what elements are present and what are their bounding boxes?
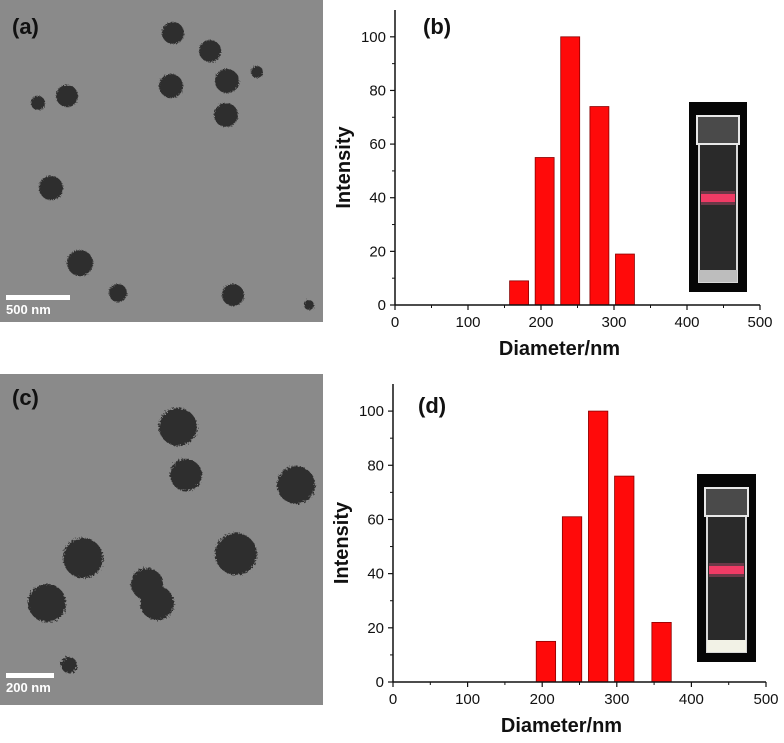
laser-glow bbox=[701, 191, 735, 205]
x-tick-label: 200 bbox=[528, 314, 553, 331]
bar bbox=[509, 280, 529, 306]
bar bbox=[560, 36, 581, 306]
particle bbox=[162, 22, 184, 44]
bar bbox=[615, 253, 635, 306]
bar bbox=[614, 475, 635, 683]
laser-glow bbox=[709, 563, 744, 577]
inset-cuvette-photo bbox=[697, 474, 756, 662]
particle bbox=[199, 40, 221, 62]
x-tick-label: 300 bbox=[604, 691, 629, 708]
y-tick-label: 100 bbox=[359, 403, 384, 420]
x-tick-label: 100 bbox=[455, 314, 480, 331]
particle bbox=[214, 103, 238, 127]
panel-label-c: (c) bbox=[12, 385, 39, 410]
particle bbox=[304, 300, 314, 310]
particle bbox=[140, 586, 174, 620]
panel-label-d: (d) bbox=[418, 393, 447, 418]
particle bbox=[109, 284, 127, 302]
y-tick-label: 40 bbox=[367, 566, 384, 583]
particle bbox=[277, 466, 315, 504]
particle bbox=[28, 584, 66, 622]
particle bbox=[170, 459, 202, 491]
panel-label-a: (a) bbox=[12, 14, 39, 39]
x-tick-label: 200 bbox=[530, 691, 555, 708]
scale-bar-line bbox=[6, 295, 70, 300]
y-tick-label: 100 bbox=[361, 29, 386, 46]
y-tick-label: 20 bbox=[367, 620, 384, 637]
particle bbox=[251, 66, 263, 78]
y-tick-label: 20 bbox=[369, 243, 386, 260]
cuvette-base bbox=[707, 640, 746, 652]
particle bbox=[159, 74, 183, 98]
y-tick-label: 0 bbox=[376, 674, 384, 691]
scale-bar-c: 200 nm bbox=[6, 673, 54, 695]
dls-chart-b: 0 100 200 300 400 500 0 20 40 60 80 100 Diameter/nm I… bbox=[330, 0, 780, 370]
cuvette-cap bbox=[704, 487, 749, 517]
x-tick-label: 0 bbox=[389, 691, 397, 708]
x-tick-label: 500 bbox=[747, 314, 772, 331]
particle bbox=[159, 408, 197, 446]
particle bbox=[31, 96, 45, 110]
dls-chart-d: 0 100 200 300 400 500 0 20 40 60 80 100 Diameter/nm I… bbox=[330, 374, 780, 743]
y-axis-title: Intensity bbox=[333, 126, 355, 209]
particle bbox=[215, 533, 257, 575]
chart-svg-d: 0 100 200 300 400 500 0 20 40 60 80 100 Diameter/nm I… bbox=[331, 384, 779, 737]
x-tick-label: 400 bbox=[679, 691, 704, 708]
tem-image-c bbox=[0, 374, 323, 705]
y-tick-label: 80 bbox=[369, 82, 386, 99]
particle bbox=[61, 657, 77, 673]
inset-cuvette-photo bbox=[689, 102, 747, 292]
scale-bar-line bbox=[6, 673, 54, 678]
y-tick-label: 80 bbox=[367, 457, 384, 474]
particle bbox=[39, 176, 63, 200]
y-tick-label: 0 bbox=[378, 297, 386, 314]
x-axis-title: Diameter/nm bbox=[499, 338, 620, 360]
tem-particles-c bbox=[28, 408, 315, 673]
x-tick-label: 500 bbox=[753, 691, 778, 708]
tem-particles-a bbox=[31, 22, 314, 310]
bar bbox=[589, 106, 610, 306]
x-axis-title: Diameter/nm bbox=[501, 715, 622, 737]
laser-beam bbox=[709, 566, 744, 574]
x-tick-label: 400 bbox=[674, 314, 699, 331]
particle bbox=[222, 284, 244, 306]
chart-svg-b: 0 100 200 300 400 500 0 20 40 60 80 100 Diameter/nm I… bbox=[333, 10, 773, 360]
x-tick-label: 0 bbox=[391, 314, 399, 331]
x-tick-label: 300 bbox=[601, 314, 626, 331]
y-tick-label: 60 bbox=[369, 136, 386, 153]
particle bbox=[56, 85, 78, 107]
cuvette-cap bbox=[696, 115, 740, 145]
particle bbox=[215, 69, 239, 93]
bar bbox=[534, 157, 555, 306]
bar bbox=[535, 640, 557, 683]
scale-bar-label: 200 nm bbox=[6, 680, 51, 695]
y-tick-label: 60 bbox=[367, 511, 384, 528]
particle bbox=[63, 538, 103, 578]
bar bbox=[588, 410, 609, 683]
bar bbox=[561, 516, 583, 683]
x-tick-label: 100 bbox=[455, 691, 480, 708]
bar bbox=[651, 621, 672, 683]
panel-label-b: (b) bbox=[423, 14, 452, 39]
scale-bar-a: 500 nm bbox=[6, 295, 70, 317]
scale-bar-label: 500 nm bbox=[6, 302, 51, 317]
y-tick-label: 40 bbox=[369, 190, 386, 207]
tem-image-a bbox=[0, 0, 323, 322]
laser-beam bbox=[701, 194, 735, 202]
y-axis-title: Intensity bbox=[331, 501, 353, 584]
particle bbox=[67, 250, 93, 276]
cuvette-base bbox=[699, 270, 737, 282]
